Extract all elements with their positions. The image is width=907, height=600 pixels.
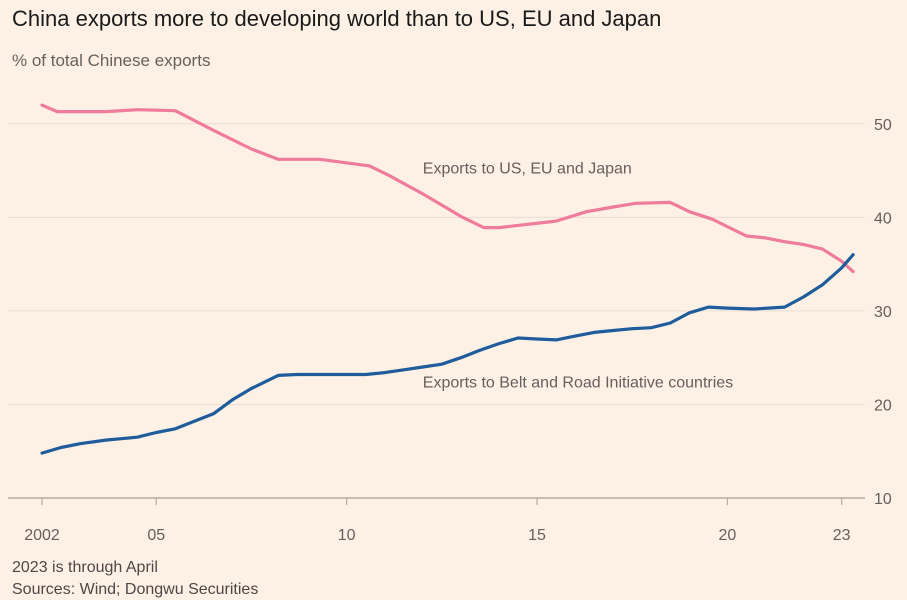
x-tick-label-2023: 23 xyxy=(833,527,851,544)
x-tick-label-2002: 2002 xyxy=(24,527,60,544)
series-labels: Exports to US, EU and Japan Exports to Be… xyxy=(423,160,733,391)
y-tick-label-10: 10 xyxy=(874,491,892,508)
series-label-belt-road: Exports to Belt and Road Initiative coun… xyxy=(423,375,733,392)
x-tick-label-2005: 05 xyxy=(147,527,165,544)
source-note: Sources: Wind; Dongwu Securities xyxy=(12,581,259,598)
chart-title: China exports more to developing world t… xyxy=(12,6,662,31)
x-tick-label-2015: 15 xyxy=(528,527,546,544)
series-line-us-eu-japan xyxy=(40,103,855,274)
series-lines xyxy=(40,103,855,455)
x-tick-label-2020: 20 xyxy=(719,527,737,544)
chart-subtitle: % of total Chinese exports xyxy=(12,51,211,70)
y-axis-ticks: 10 20 30 40 50 xyxy=(874,117,892,508)
y-tick-label-50: 50 xyxy=(874,117,892,134)
series-label-us-eu-japan: Exports to US, EU and Japan xyxy=(423,160,632,177)
gridlines xyxy=(8,123,865,499)
y-tick-label-20: 20 xyxy=(874,397,892,414)
x-tick-label-2010: 10 xyxy=(338,527,356,544)
y-tick-label-40: 40 xyxy=(874,210,892,227)
x-axis-ticks: 2002 05 10 15 20 23 xyxy=(24,498,851,544)
footnote: 2023 is through April xyxy=(12,559,158,576)
series-line-belt-road xyxy=(40,253,855,455)
y-tick-label-30: 30 xyxy=(874,304,892,321)
